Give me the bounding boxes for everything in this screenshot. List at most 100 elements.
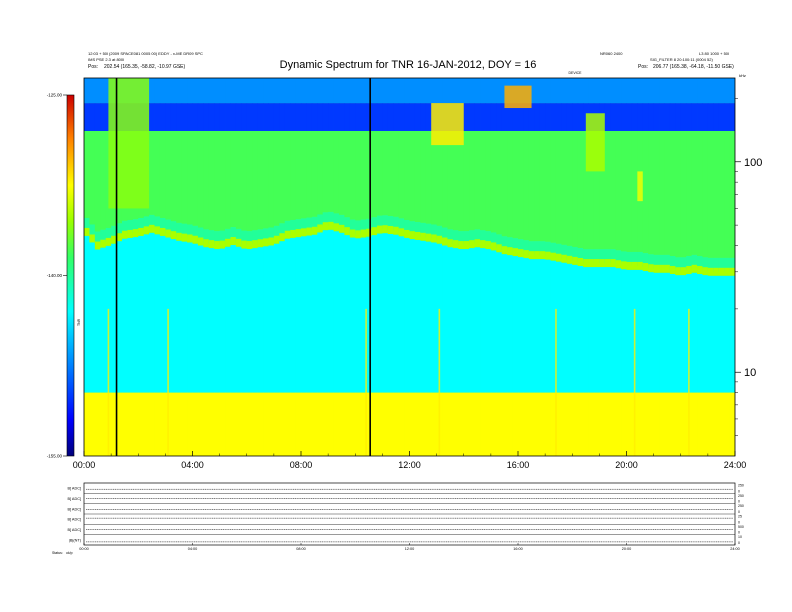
- spectrum-cell-cyan: [501, 131, 508, 237]
- vertical-event: [365, 308, 367, 456]
- spectrogram-column: [290, 78, 296, 456]
- lower-x-tick-label: 00:00: [79, 547, 89, 551]
- spectrum-cell-dark-band: [702, 103, 709, 132]
- spectrogram-column: [555, 78, 562, 456]
- spectrum-cell-cyan: [322, 131, 329, 213]
- spectrum-cell-background: [376, 233, 383, 393]
- spectrum-cell-background: [561, 262, 568, 393]
- spectrogram-column: [230, 78, 237, 456]
- spectrum-cell-transition: [610, 249, 617, 264]
- spectrum-cell-top-band: [566, 78, 573, 104]
- spectrum-cell-plasma-line: [371, 227, 378, 236]
- spectrum-cell-transition: [545, 241, 551, 256]
- spectrum-cell-background: [366, 236, 372, 393]
- spectrum-cell-top-band: [664, 78, 671, 104]
- spectrum-cell-top-band: [203, 78, 210, 104]
- lower-x-tick-label: 20:00: [622, 547, 632, 551]
- spectrum-cell-top-band: [414, 78, 421, 104]
- spectrum-cell-background: [697, 274, 703, 393]
- spectrum-cell-cyan: [577, 131, 584, 249]
- spectrum-cell-cyan: [523, 131, 530, 241]
- spectrum-cell-plasma-line: [121, 230, 128, 239]
- spectrogram-column: [187, 78, 193, 456]
- radio-burst: [504, 85, 532, 109]
- spectrum-cell-low-freq: [360, 392, 367, 456]
- spectrogram-column: [371, 78, 378, 456]
- spectrogram-column: [572, 78, 579, 456]
- spectrum-cell-background: [572, 264, 579, 393]
- spectrum-cell-plasma-line: [366, 228, 372, 237]
- spectrum-cell-low-freq: [566, 392, 573, 456]
- spectrogram-column: [545, 78, 551, 456]
- spectrum-cell-transition: [414, 221, 421, 236]
- spectrogram-column: [393, 78, 400, 456]
- spectrum-cell-top-band: [561, 78, 568, 104]
- spectrum-cell-top-band: [235, 78, 242, 104]
- spectrum-cell-cyan: [583, 131, 589, 250]
- spectrum-cell-background: [626, 269, 633, 393]
- spectrum-cell-cyan: [301, 131, 307, 219]
- spectrum-cell-low-freq: [539, 392, 546, 456]
- spectrum-cell-background: [409, 239, 416, 393]
- spectrum-cell-plasma-line: [360, 229, 367, 238]
- header-left-pos-value: 202.54 (165.35, -58.82, -10.97 GSE): [104, 64, 185, 70]
- spectrum-cell-plasma-line: [165, 229, 172, 238]
- spectrum-cell-dark-band: [387, 103, 394, 132]
- spectrum-cell-dark-band: [507, 103, 513, 132]
- spectrum-cell-dark-band: [545, 103, 551, 132]
- spectrum-cell-background: [588, 267, 595, 393]
- spectrum-cell-cyan: [550, 131, 557, 243]
- spectrum-cell-cyan: [447, 131, 454, 230]
- spectrum-cell-dark-band: [555, 103, 562, 132]
- spectrum-cell-plasma-line: [263, 238, 269, 247]
- spectrum-cell-top-band: [165, 78, 172, 104]
- spectrum-cell-dark-band: [225, 103, 231, 132]
- spectrum-cell-top-band: [404, 78, 410, 104]
- header-left-line1: 12:03 + 50l (2009 SPACE081 0005 00) EDDY…: [88, 51, 203, 56]
- spectrum-cell-plasma-line: [724, 267, 730, 276]
- spectrum-cell-dark-band: [621, 103, 627, 132]
- spectrum-cell-low-freq: [143, 392, 150, 456]
- spectrum-cell-background: [301, 236, 307, 393]
- spectrum-cell-dark-band: [181, 103, 188, 132]
- lower-row-label: |B|(NT): [69, 538, 82, 542]
- spectrum-cell-top-band: [659, 78, 665, 104]
- spectrum-cell-plasma-line: [718, 267, 725, 276]
- spectrogram-column: [366, 78, 372, 456]
- spectrum-cell-background: [707, 275, 714, 393]
- spectrum-cell-cyan: [295, 131, 302, 220]
- spectrum-cell-top-band: [170, 78, 177, 104]
- spectrum-cell-top-band: [702, 78, 709, 104]
- spectrum-cell-dark-band: [355, 103, 362, 132]
- spectrum-cell-plasma-line: [648, 264, 655, 273]
- y-tick-label: 10: [744, 367, 756, 379]
- spectrum-cell-cyan: [225, 131, 231, 229]
- spectrum-cell-low-freq: [561, 392, 568, 456]
- spectrum-cell-background: [154, 234, 161, 393]
- x-tick-label: 04:00: [181, 460, 204, 470]
- spectrum-cell-plasma-line: [154, 226, 161, 235]
- spectrum-cell-cyan: [642, 131, 649, 254]
- spectrum-cell-cyan: [355, 131, 362, 221]
- spectrum-cell-cyan: [664, 131, 671, 255]
- spectrum-cell-low-freq: [490, 392, 497, 456]
- spectrum-cell-plasma-line: [507, 247, 513, 256]
- spectrum-cell-low-freq: [219, 392, 226, 456]
- spectrum-cell-cyan: [604, 131, 611, 250]
- spectrum-cell-top-band: [718, 78, 725, 104]
- spectrum-cell-top-band: [252, 78, 258, 104]
- spectrogram-column: [637, 78, 644, 456]
- spectrogram-column: [691, 78, 698, 456]
- spectrum-cell-cyan: [420, 131, 427, 223]
- spectrum-cell-plasma-line: [268, 237, 275, 246]
- spectrum-cell-transition: [631, 251, 638, 266]
- spectrum-cell-dark-band: [615, 103, 622, 132]
- spectrum-cell-background: [539, 259, 546, 393]
- spectrum-cell-top-band: [490, 78, 497, 104]
- spectrum-cell-dark-band: [642, 103, 649, 132]
- spectrum-cell-top-band: [306, 78, 313, 104]
- spectrum-cell-dark-band: [528, 103, 535, 132]
- spectrum-cell-cyan: [208, 131, 215, 231]
- spectrogram-column: [404, 78, 410, 456]
- spectrum-cell-low-freq: [349, 392, 356, 456]
